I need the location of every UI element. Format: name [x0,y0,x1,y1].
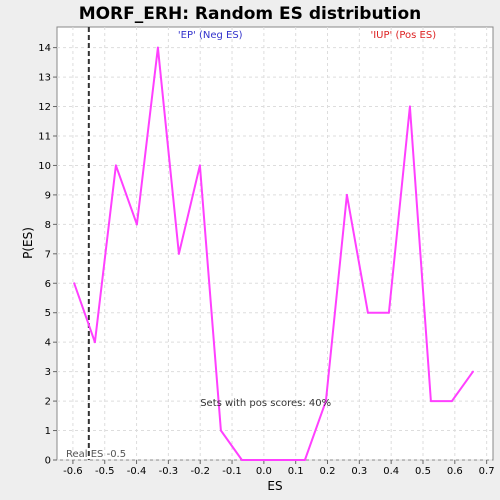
data-point [430,400,432,402]
data-point [157,47,159,49]
y-tick-label: 6 [45,279,51,290]
y-tick-label: 4 [45,338,51,349]
data-point [178,253,180,255]
data-point [283,459,285,461]
annotation-1: 'IUP' (Pos ES) [370,30,436,41]
x-tick-label: -0.2 [190,466,210,477]
y-tick-label: 7 [45,249,51,260]
data-point [73,282,75,284]
y-tick-label: 2 [45,397,51,408]
data-point [346,194,348,196]
data-point [241,459,243,461]
chart-title: MORF_ERH: Random ES distribution [79,4,422,24]
y-tick-label: 10 [38,161,51,172]
data-point [220,430,222,432]
y-tick-label: 0 [45,456,51,467]
y-tick-label: 14 [38,43,51,54]
data-point [367,312,369,314]
data-point [304,459,306,461]
x-tick-label: -0.6 [63,466,83,477]
x-axis-label: ES [267,479,282,493]
annotation-0: 'EP' (Neg ES) [178,30,243,41]
plot-area [57,27,493,460]
y-tick-label: 9 [45,190,51,201]
x-tick-label: -0.1 [222,466,242,477]
y-tick-label: 13 [38,73,51,84]
x-tick-label: 0.2 [320,466,336,477]
annotation-2: Sets with pos scores: 40% [200,398,331,409]
x-tick-label: 0.7 [479,466,495,477]
x-tick-label: 0.3 [351,466,367,477]
data-point [115,164,117,166]
data-point [409,106,411,108]
y-tick-label: 3 [45,367,51,378]
data-point [388,312,390,314]
x-tick-label: 0.1 [288,466,304,477]
x-tick-label: 0.4 [383,466,399,477]
y-tick-label: 5 [45,308,51,319]
x-tick-label: 0.0 [256,466,272,477]
y-tick-label: 11 [38,131,51,142]
y-tick-label: 12 [38,102,51,113]
data-point [451,400,453,402]
data-point [262,459,264,461]
x-tick-label: 0.6 [447,466,463,477]
y-tick-label: 1 [45,426,51,437]
data-point [199,164,201,166]
data-point [136,223,138,225]
x-tick-label: -0.5 [95,466,115,477]
x-tick-label: -0.4 [127,466,147,477]
data-point [94,341,96,343]
y-axis-label: P(ES) [21,227,35,259]
x-tick-label: -0.3 [159,466,179,477]
data-point [472,371,474,373]
x-tick-label: 0.5 [415,466,431,477]
real-es-label: Real ES -0.5 [66,449,126,460]
y-tick-label: 8 [45,220,51,231]
